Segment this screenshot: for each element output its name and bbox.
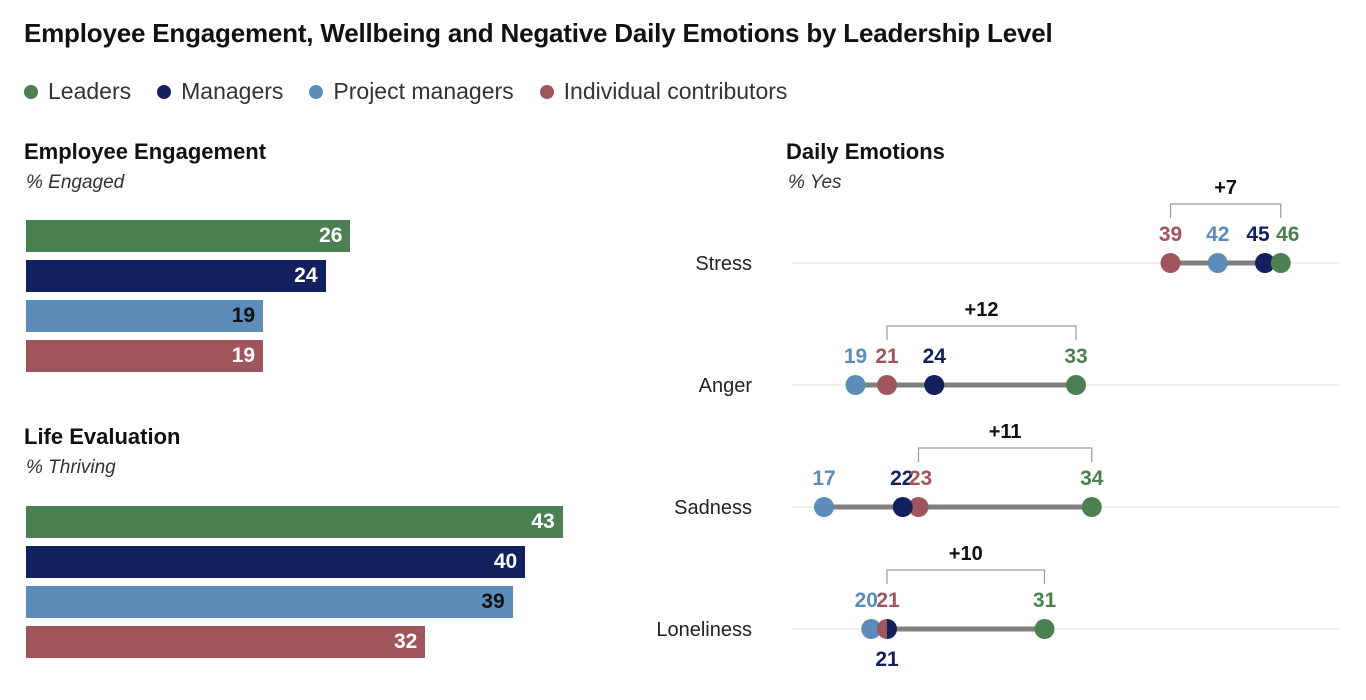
value-label-individual-contributors-sadness: 23 (909, 467, 932, 490)
engagement-bars: 26 24 19 19 (26, 220, 351, 380)
life-evaluation-subtitle: % Thriving (26, 457, 116, 478)
value-label-individual-contributors-anger: 21 (875, 345, 899, 368)
dot-managers-loneliness (887, 619, 897, 639)
legend-label-leaders: Leaders (48, 78, 132, 104)
dot-project-managers-loneliness (861, 619, 882, 639)
legend-label-managers: Managers (181, 78, 284, 104)
row-label-stress: Stress (695, 253, 752, 275)
legend-swatch-leaders (24, 84, 38, 99)
value-label-individual-contributors-stress: 39 (1159, 223, 1182, 246)
legend-item-managers: Managers (157, 78, 283, 105)
daily-emotions-title: Daily Emotions (786, 139, 945, 164)
life-evaluation-title: Life Evaluation (24, 424, 181, 449)
dot-individual-contributors-stress (1160, 253, 1181, 273)
legend-item-project-managers: Project managers (309, 78, 514, 105)
row-label-sadness: Sadness (674, 497, 752, 519)
legend-swatch-project-managers (309, 84, 324, 99)
legend-label-individual-contributors: Individual contributors (563, 78, 788, 104)
employee-engagement-bar-project-managers: 19 (26, 300, 264, 332)
value-label-managers-stress: 45 (1246, 223, 1270, 246)
dot-project-managers-anger (845, 375, 866, 395)
daily-emotions-subtitle: % Yes (788, 172, 842, 193)
employee-engagement-bar-leaders: 26 (26, 220, 351, 252)
value-label-project-managers-sadness: 17 (812, 467, 835, 490)
dot-managers-stress (1255, 253, 1275, 273)
gap-label-sadness: +11 (989, 421, 1022, 443)
value-label-managers-loneliness: 21 (875, 648, 899, 671)
dot-leaders-stress (1270, 253, 1291, 273)
value-label-leaders-anger: 33 (1064, 345, 1087, 368)
dot-managers-anger (924, 375, 945, 395)
life-evaluation-bar-value: 43 (531, 510, 555, 533)
gap-bracket-sadness (917, 447, 1093, 462)
value-label-leaders-stress: 46 (1276, 223, 1299, 246)
employee-engagement-bar-individual-contributors: 19 (26, 340, 264, 372)
engagement-subtitle: % Engaged (26, 172, 125, 193)
dot-leaders-sadness (1081, 497, 1102, 517)
gap-bracket-loneliness (886, 569, 1046, 584)
life-evaluation-bar-individual-contributors: 32 (26, 626, 426, 658)
value-label-project-managers-loneliness: 20 (855, 589, 878, 612)
gap-label-anger: +12 (965, 299, 999, 321)
dot-project-managers-stress (1207, 253, 1228, 273)
row-label-anger: Anger (699, 375, 753, 397)
dot-individual-contributors-sadness (908, 497, 929, 517)
value-label-project-managers-anger: 19 (844, 345, 867, 368)
dot-project-managers-sadness (814, 497, 834, 517)
dot-individual-contributors-anger (877, 375, 897, 395)
legend-label-project-managers: Project managers (333, 78, 514, 104)
gap-label-loneliness: +10 (949, 543, 983, 565)
dot-individual-contributors-loneliness (877, 619, 887, 639)
gap-bracket-stress (1169, 203, 1282, 218)
value-label-leaders-loneliness: 31 (1033, 589, 1057, 612)
life-evaluation-bar-value: 39 (481, 590, 505, 613)
life-evaluation-bar-project-managers: 39 (26, 586, 513, 618)
value-label-managers-anger: 24 (923, 345, 947, 368)
legend-swatch-managers (157, 84, 172, 99)
legend-item-leaders: Leaders (24, 78, 131, 105)
dot-leaders-anger (1066, 375, 1086, 395)
life-evaluation-bar-value: 32 (394, 630, 418, 653)
row-label-loneliness: Loneliness (656, 619, 752, 641)
value-label-managers-sadness: 22 (890, 467, 913, 490)
legend-item-individual-contributors: Individual contributors (539, 78, 788, 105)
legend: Leaders Managers Project managers Indivi… (24, 78, 813, 105)
value-label-individual-contributors-loneliness: 21 (876, 589, 900, 612)
dot-leaders-loneliness (1034, 619, 1055, 639)
employee-engagement-bar-value: 24 (294, 264, 318, 287)
life-evaluation-bar-value: 40 (493, 550, 518, 573)
employee-engagement-bar-managers: 24 (26, 260, 326, 292)
employee-engagement-bar-value: 26 (319, 224, 343, 247)
gap-bracket-anger (886, 325, 1077, 340)
engagement-title: Employee Engagement (24, 139, 267, 164)
life-evaluation-bar-managers: 40 (26, 546, 526, 578)
legend-swatch-individual-contributors (539, 84, 554, 99)
employee-engagement-bar-value: 19 (231, 304, 256, 327)
gap-label-stress: +7 (1214, 177, 1237, 199)
value-label-leaders-sadness: 34 (1080, 467, 1104, 490)
employee-engagement-bar-value: 19 (231, 344, 256, 367)
life-evaluation-bar-leaders: 43 (26, 506, 563, 538)
life-evaluation-bars: 43 40 39 32 (26, 506, 563, 666)
value-label-project-managers-stress: 42 (1206, 223, 1229, 246)
dot-managers-sadness (892, 497, 913, 517)
chart-title: Employee Engagement, Wellbeing and Negat… (24, 18, 1053, 48)
